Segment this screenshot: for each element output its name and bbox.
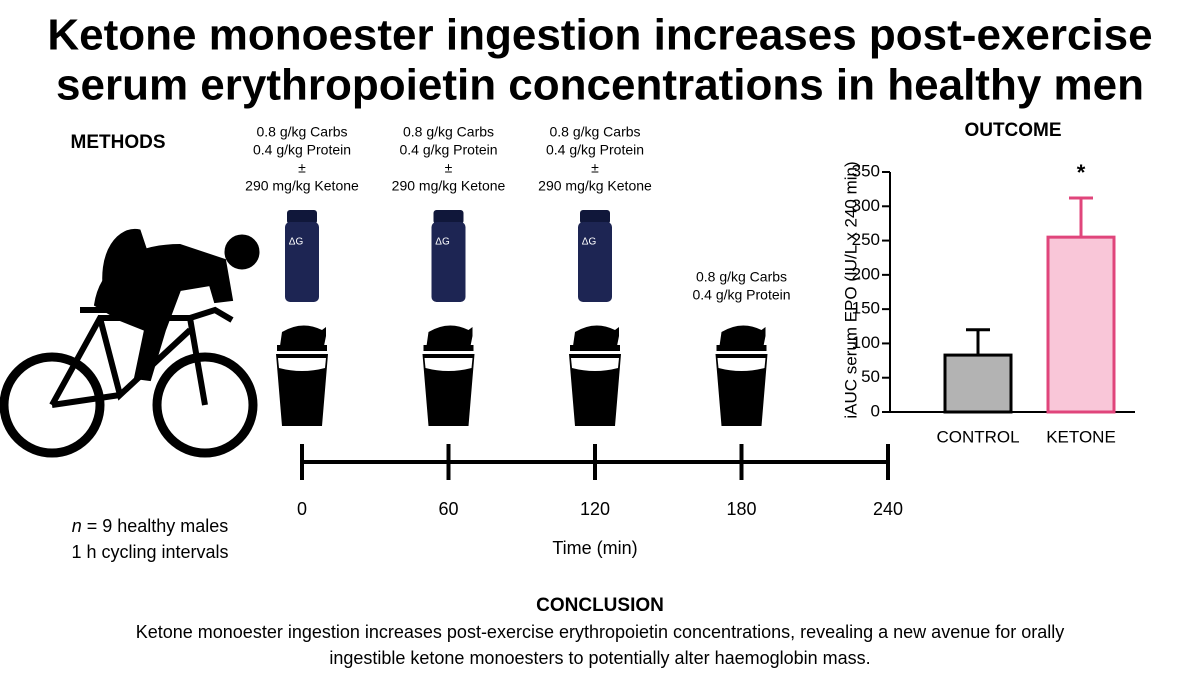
bottle-cap — [580, 210, 610, 224]
shaker-body — [422, 354, 475, 426]
y-tick-label: 250 — [852, 230, 880, 249]
shaker-body — [276, 354, 328, 426]
bar — [943, 353, 1013, 414]
feed-label: ± — [298, 160, 306, 176]
participants-text: = 9 healthy males — [87, 516, 229, 536]
feed-label: 0.8 g/kg Carbs — [403, 124, 494, 140]
shaker-body — [569, 354, 621, 426]
significance-marker: * — [1077, 160, 1086, 185]
shaker-lid — [573, 325, 619, 346]
conclusion-heading: CONCLUSION — [536, 595, 664, 616]
feed-label: 290 mg/kg Ketone — [392, 178, 506, 194]
bar — [1046, 235, 1116, 414]
x-tick-label: CONTROL — [936, 427, 1019, 446]
feed-label: 0.4 g/kg Protein — [546, 142, 644, 158]
shaker-liquid-gap — [278, 358, 326, 371]
title: Ketone monoester ingestion increases pos… — [47, 11, 1152, 60]
x-tick-label: KETONE — [1046, 427, 1116, 446]
bottle-logo: ΔG — [289, 237, 304, 248]
feed-label: 290 mg/kg Ketone — [245, 178, 359, 194]
shaker-rim — [716, 345, 767, 351]
conclusion-text: ingestible ketone monoesters to potentia… — [329, 648, 870, 668]
bottle — [285, 222, 319, 302]
chart-title: OUTCOME — [964, 120, 1061, 141]
shaker-lid — [426, 325, 473, 346]
shaker-rim — [277, 345, 327, 351]
feed-label: ± — [445, 160, 453, 176]
bottle-cap — [287, 210, 317, 224]
feed-label: ± — [591, 160, 599, 176]
cyclist — [0, 228, 260, 458]
y-tick-label: 300 — [852, 196, 880, 215]
protocol: 1 h cycling intervals — [71, 542, 228, 562]
feed-label: 0.4 g/kg Protein — [692, 287, 790, 303]
feed-label: 0.8 g/kg Carbs — [696, 269, 787, 285]
timeline-tick-label: 180 — [726, 499, 756, 519]
y-axis-label: iAUC serum EPO (IU/L x 240 min) — [841, 161, 860, 418]
feed-label: 0.4 g/kg Protein — [253, 142, 351, 158]
shaker-liquid-gap — [571, 358, 619, 371]
timeline-tick-label: 120 — [580, 499, 610, 519]
y-tick-label: 0 — [871, 401, 880, 420]
y-tick-label: 50 — [861, 367, 880, 386]
timeline: 0 60 120 180 240 Time (min) 0.8 g/kg Carbs 0.4 … — [245, 124, 903, 558]
bottle-logo: ΔG — [582, 237, 597, 248]
shaker-body — [715, 354, 768, 426]
y-tick-label: 350 — [852, 161, 880, 180]
bottle — [431, 222, 466, 302]
feed-label: 290 mg/kg Ketone — [538, 178, 652, 194]
shaker-rim — [570, 345, 620, 351]
y-tick-label: 100 — [852, 333, 880, 352]
shaker-liquid-gap — [424, 358, 473, 371]
n-symbol: n — [72, 516, 82, 536]
title: serum erythropoietin concentrations in h… — [56, 61, 1144, 110]
shaker-lid — [719, 325, 766, 346]
bottle-logo: ΔG — [435, 237, 450, 248]
methods-heading: METHODS — [71, 132, 166, 153]
shaker-rim — [423, 345, 474, 351]
participants: n = 9 healthy males — [72, 516, 229, 536]
bottle — [578, 222, 612, 302]
feed-label: 0.8 g/kg Carbs — [549, 124, 640, 140]
timeline-tick-label: 0 — [297, 499, 307, 519]
bottle-cap — [433, 210, 464, 224]
timeline-tick-label: 60 — [438, 499, 458, 519]
timeline-tick-label: 240 — [873, 499, 903, 519]
shaker-lid — [280, 325, 326, 346]
feed-label: 0.4 g/kg Protein — [399, 142, 497, 158]
timeline-label: Time (min) — [552, 538, 637, 558]
y-tick-label: 200 — [852, 264, 880, 283]
shaker-liquid-gap — [717, 358, 766, 371]
y-tick-label: 150 — [852, 299, 880, 318]
conclusion-text: Ketone monoester ingestion increases pos… — [136, 622, 1065, 642]
feed-label: 0.8 g/kg Carbs — [256, 124, 347, 140]
